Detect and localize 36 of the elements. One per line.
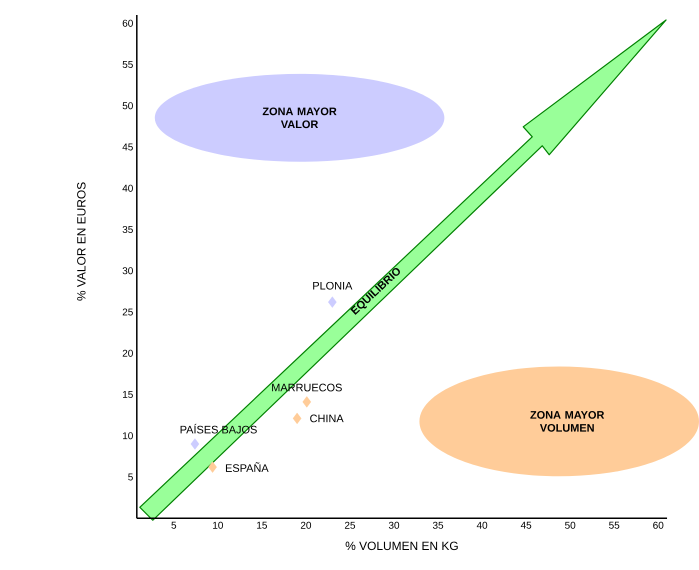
point: [208, 461, 217, 473]
x-tick-label: 55: [609, 522, 620, 529]
x-tick-label: 20: [300, 522, 312, 529]
x-tick-label: 25: [344, 522, 356, 529]
x-tick-label: 10: [213, 522, 223, 529]
y-tick-label: 10: [122, 432, 133, 440]
y-tick-label: 40: [122, 184, 133, 192]
point: [328, 296, 337, 308]
annotation: ESPAÑA: [226, 462, 269, 472]
x-tick-label: 40: [476, 522, 488, 529]
point: [190, 438, 200, 450]
y-tick-label: 55: [122, 60, 133, 68]
annotation: ZONA MAYOR VOLUMEN: [530, 410, 604, 432]
y-tick-label: 5: [128, 473, 133, 480]
y-tick-label: 35: [122, 226, 133, 233]
y-tick-label: 30: [122, 267, 133, 274]
point: [302, 396, 312, 408]
point: [292, 412, 302, 424]
x-tick-label: 35: [432, 522, 444, 529]
x-tick-label: 45: [520, 522, 532, 529]
y-axis-title: % VALOR EN EUROS: [77, 182, 86, 301]
y-tick-label: 60: [122, 20, 133, 27]
y-tick-label: 25: [122, 308, 133, 316]
x-tick-label: 60: [653, 522, 664, 529]
y-tick-label: 15: [122, 390, 133, 398]
annotation: PLONIA: [313, 282, 352, 290]
annotation: ZONA MAYOR VALOR: [262, 107, 337, 128]
y-tick-label: 20: [122, 350, 133, 357]
y-tick-label: 50: [122, 102, 133, 110]
x-tick-label: 15: [257, 522, 267, 529]
y-tick-label: 45: [122, 143, 133, 150]
x-tick-label: 30: [388, 522, 400, 529]
x-axis-title: % VOLUMEN EN KG: [346, 542, 458, 550]
x-tick-label: 5: [171, 522, 176, 529]
x-tick-label: 50: [565, 522, 576, 529]
annotation: CHINA: [310, 414, 344, 422]
